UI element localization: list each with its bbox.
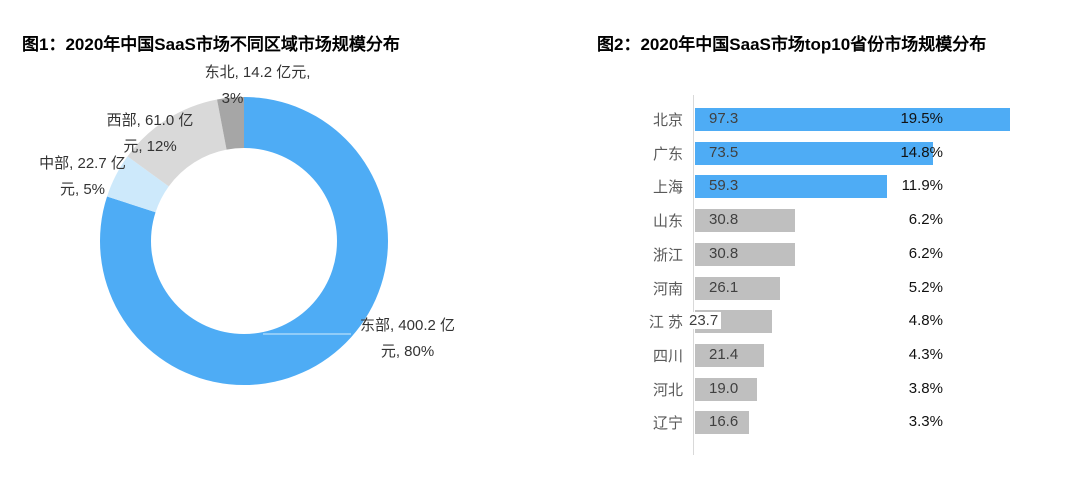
- donut-slice-central: [107, 156, 169, 213]
- category-label: 河南: [652, 280, 683, 298]
- category-label: 浙江: [652, 246, 683, 264]
- bar-row: 上海 59.3 11.9%: [620, 170, 1060, 204]
- donut-label-west: 西部, 61.0 亿 元, 12%: [85, 108, 215, 160]
- bar-row: 河北 19.0 3.8%: [620, 373, 1060, 407]
- percent-label: 3.8%: [908, 379, 943, 397]
- bar-row: 河南 26.1 5.2%: [620, 272, 1060, 306]
- donut-slice-east: [100, 97, 389, 385]
- donut-label-east: 东部, 400.2 亿 元, 80%: [345, 313, 470, 365]
- donut-label-northeast-line2: 3%: [221, 90, 244, 107]
- donut-label-west-line2: 元, 12%: [123, 138, 177, 155]
- percent-label: 6.2%: [908, 211, 943, 229]
- donut-label-northeast: 东北, 14.2 亿元, 3%: [175, 60, 340, 112]
- bar: [695, 377, 757, 401]
- category-label: 山东: [652, 213, 683, 231]
- donut-label-east-line2: 元, 80%: [380, 343, 435, 360]
- value-label: 59.3: [709, 177, 739, 195]
- category-label: 江 苏: [648, 314, 683, 332]
- bar: [695, 209, 795, 233]
- value-label: 23.7: [686, 312, 722, 330]
- percent-label: 6.2%: [908, 244, 943, 262]
- value-label: 21.4: [709, 345, 739, 363]
- donut-label-central: 中部, 22.7 亿 元, 5%: [15, 151, 150, 203]
- value-label: 26.1: [709, 278, 739, 296]
- bar: [695, 276, 780, 300]
- donut-label-central-line1: 中部, 22.7 亿: [39, 155, 126, 172]
- donut-slice-northeast: [217, 97, 244, 150]
- category-label: 河北: [652, 381, 683, 399]
- bar-row: 广东 73.5 14.8%: [620, 137, 1060, 171]
- value-label: 97.3: [709, 110, 739, 127]
- donut-slice-west: [127, 99, 227, 187]
- bar-row: 浙江 30.8 6.2%: [620, 238, 1060, 272]
- bar-chart-axis-line: [693, 95, 694, 455]
- donut-label-west-line1: 西部, 61.0 亿: [106, 112, 194, 129]
- donut-chart: [100, 97, 389, 385]
- donut-label-east-line1: 东部, 400.2 亿: [359, 317, 456, 334]
- category-label: 上海: [652, 179, 683, 197]
- percent-label: 5.2%: [908, 278, 943, 296]
- bar-row: 辽宁 16.6 3.3%: [620, 406, 1060, 440]
- percent-label: 4.3%: [908, 345, 943, 363]
- figure2-title: 图2：2020年中国SaaS市场top10省份市场规模分布: [597, 35, 987, 54]
- bar-row: 山东 30.8 6.2%: [620, 204, 1060, 238]
- category-label: 四川: [652, 347, 683, 365]
- value-label: 30.8: [709, 244, 739, 262]
- donut-label-central-line2: 元, 5%: [59, 181, 105, 198]
- bar-row: 北京 97.3 19.5%: [620, 103, 1060, 137]
- bar-chart: 北京 97.3 19.5% 广东 73.5 14.8% 上海 59.3 11.9% 山东 30.8 6…: [620, 103, 1060, 448]
- bar: [695, 242, 795, 266]
- bar: [695, 175, 887, 199]
- bar: [695, 411, 749, 435]
- bar: [695, 141, 933, 165]
- value-label: 73.5: [709, 143, 739, 161]
- percent-label: 3.3%: [908, 413, 943, 431]
- bar: [695, 108, 1010, 131]
- bar: [695, 343, 765, 367]
- category-label: 辽宁: [652, 415, 683, 433]
- bar-row: 四川 21.4 4.3%: [620, 339, 1060, 373]
- category-label: 北京: [652, 112, 683, 129]
- value-label: 30.8: [709, 211, 739, 229]
- figure1-title: 图1：2020年中国SaaS市场不同区域市场规模分布: [22, 35, 400, 54]
- percent-label: 4.8%: [908, 312, 943, 330]
- category-label: 广东: [652, 145, 683, 163]
- donut-label-northeast-line1: 东北, 14.2 亿元,: [204, 64, 311, 81]
- value-label: 19.0: [709, 379, 739, 397]
- percent-label: 19.5%: [900, 110, 943, 127]
- percent-label: 11.9%: [901, 177, 943, 195]
- percent-label: 14.8%: [900, 143, 943, 161]
- value-label: 16.6: [709, 413, 739, 431]
- bar-row: 江 苏 23.7 4.8%: [620, 305, 1060, 339]
